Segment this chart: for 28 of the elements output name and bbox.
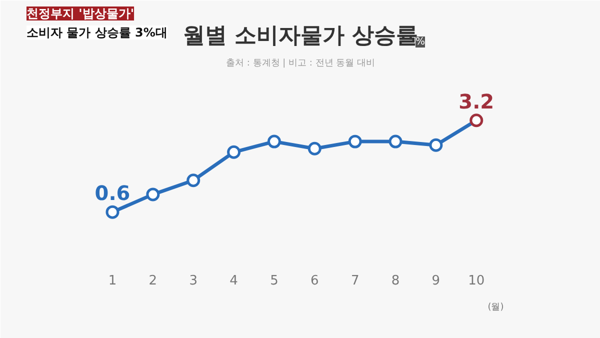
x-tick-label: 8 [391, 274, 400, 288]
data-label: 0.6 [94, 181, 130, 206]
x-tick-label: 6 [310, 274, 319, 288]
x-axis-title: (월) [488, 302, 504, 312]
x-tick-label: 10 [468, 274, 485, 288]
annotation: 천정부지 '밥상물가' [26, 6, 134, 20]
point [429, 138, 443, 152]
x-tick-label: 4 [230, 274, 238, 288]
point [106, 205, 120, 219]
point [470, 114, 484, 128]
point [308, 142, 322, 156]
point [146, 188, 160, 202]
point [227, 145, 241, 159]
text: 출처 : 통계청 | 비고 : 전년 동월 대비 [226, 58, 375, 68]
x-tick-label: 2 [148, 274, 158, 288]
point [186, 174, 200, 188]
text: 월별 소비자물가 상승률 [182, 24, 418, 48]
data-label: 3.2 [458, 89, 494, 114]
annotation: 소비자 물가 상승률 3%대 [26, 26, 168, 40]
x-tick-label: 5 [270, 274, 278, 288]
x-tick-label: 3 [189, 274, 198, 288]
point [348, 134, 362, 148]
x-tick-label: 1 [108, 274, 117, 288]
point [267, 134, 281, 148]
y-axis-title: % [416, 36, 426, 48]
x-tick-label: 7 [350, 274, 360, 288]
x-tick-label: 9 [432, 274, 440, 288]
point [388, 134, 402, 148]
